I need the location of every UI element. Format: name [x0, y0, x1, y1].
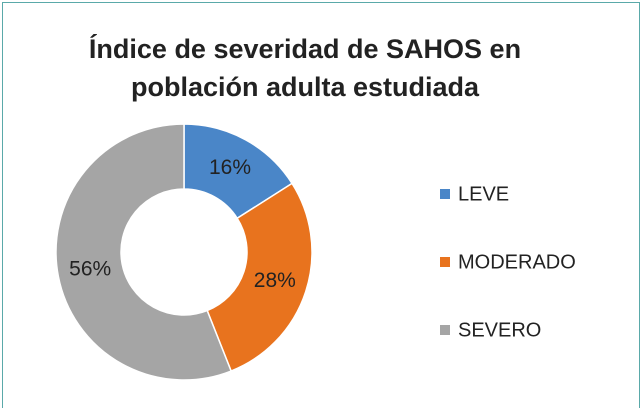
data-label: 56%: [69, 257, 111, 280]
donut-segment: [206, 182, 313, 372]
donut-segment: [55, 123, 233, 381]
data-label: 16%: [209, 156, 251, 179]
chart-title: Índice de severidad de SAHOS en població…: [88, 34, 522, 102]
legend-swatch: [440, 325, 450, 335]
legend-swatch: [440, 257, 450, 267]
legend-label: LEVE: [458, 183, 509, 205]
legend-label: MODERADO: [458, 251, 576, 273]
legend-label: SEVERO: [458, 319, 541, 341]
data-label: 28%: [254, 269, 296, 292]
legend-swatch: [440, 189, 450, 199]
